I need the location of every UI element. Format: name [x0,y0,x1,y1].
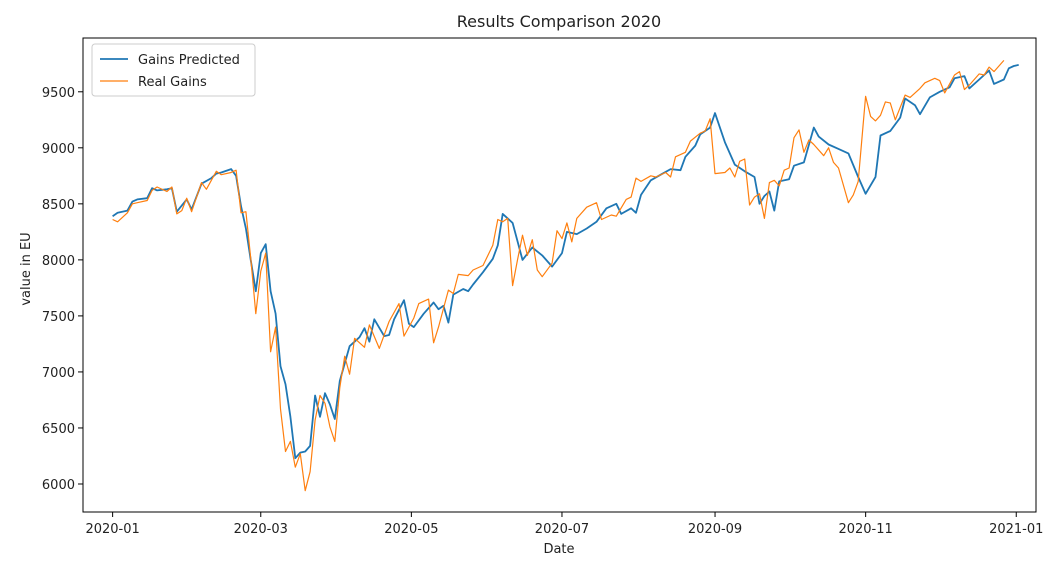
y-tick-label: 9500 [42,86,75,101]
x-axis-title: Date [543,542,574,557]
series-line-real-gains [112,60,1005,492]
y-tick-label: 8500 [42,198,75,213]
y-tick-label: 7000 [42,366,75,381]
legend-box [91,43,256,97]
y-tick-label: 9000 [42,142,75,157]
y-tick-label: 6500 [42,422,75,437]
y-tick-label: 8000 [42,254,75,269]
chart-title: Results Comparison 2020 [457,12,661,31]
legend-label: Gains Predicted [138,53,240,68]
legend: Gains Predicted Real Gains [91,43,256,97]
y-tick-label: 7500 [42,310,75,325]
y-tick-label: 6000 [42,478,75,493]
plot-frame [82,37,1037,513]
y-axis-title: value in EU [19,232,34,305]
series-layer [112,60,1019,492]
legend-label: Real Gains [138,75,207,90]
x-tick-label: 2020-05 [384,522,438,537]
x-tick-label: 2020-03 [234,522,288,537]
plot-area [82,37,1037,513]
x-tick-label: 2020-09 [688,522,742,537]
x-tick-label: 2021-01 [989,522,1043,537]
x-tick-label: 2020-07 [535,522,589,537]
x-tick-label: 2020-11 [838,522,892,537]
x-axis: 2020-01 2020-03 2020-05 2020-07 2020-09 2020-… [85,512,1043,537]
y-axis: 6000 6500 7000 7500 8000 8500 9000 9500 [42,86,83,493]
x-tick-label: 2020-01 [85,522,139,537]
